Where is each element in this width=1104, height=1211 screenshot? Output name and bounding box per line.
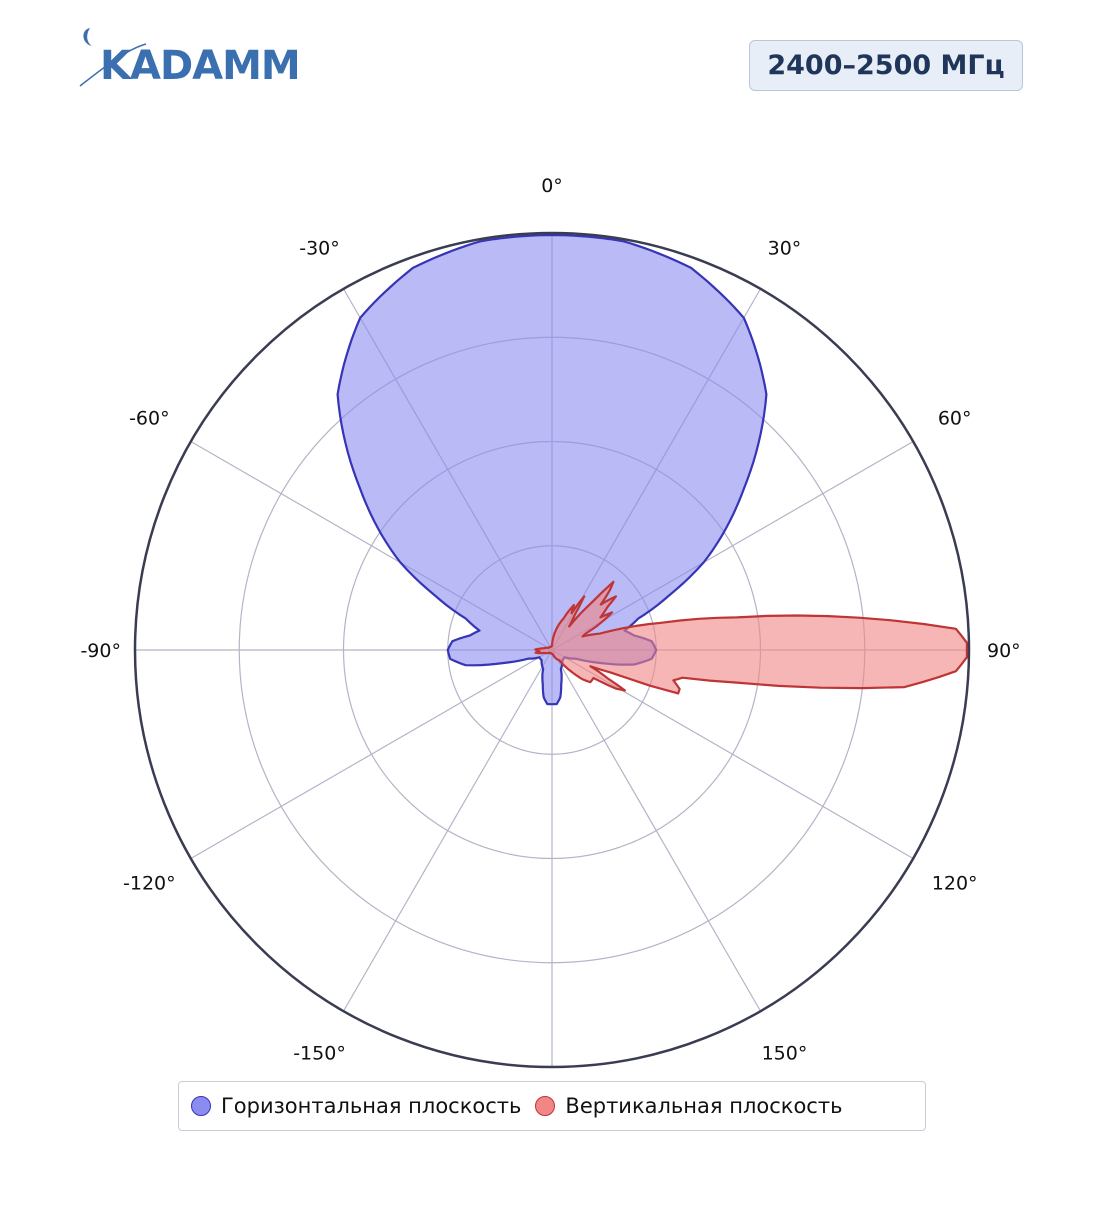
angle-tick-label: -60° [129, 408, 170, 430]
spoke-line [551, 649, 762, 1012]
angle-tick-label: 90° [987, 640, 1021, 662]
angle-tick-label: 0° [541, 175, 563, 197]
angle-tick-label: -150° [293, 1043, 346, 1065]
legend-marker-horizontal [191, 1096, 211, 1116]
angle-tick-label: -120° [123, 872, 176, 894]
angle-tick-label: -90° [80, 640, 121, 662]
legend-item-vertical[interactable]: Вертикальная плоскость [535, 1094, 842, 1118]
spoke-line [342, 649, 553, 1012]
series-layer [336, 234, 968, 706]
series-horizontal-area [336, 234, 768, 706]
angle-tick-label: 120° [932, 872, 978, 894]
legend-marker-vertical [535, 1096, 556, 1116]
angle-tick-label: -30° [299, 237, 340, 259]
angle-tick-label: 30° [768, 237, 802, 259]
legend-label-horizontal: Горизонтальная плоскость [221, 1094, 522, 1118]
logo-mark-icon [79, 28, 147, 87]
legend-item-horizontal[interactable]: Горизонтальная плоскость [191, 1094, 521, 1118]
angle-tick-label: 150° [762, 1043, 808, 1065]
spoke-line [190, 649, 553, 860]
angle-tick-label: 60° [938, 408, 972, 430]
series-vertical-area [534, 580, 968, 695]
frequency-badge: 2400–2500 МГц [749, 40, 1023, 91]
legend-label-vertical: Вертикальная плоскость [565, 1094, 843, 1118]
angle-tick-labels: 0° 30° 60° 90° 120° 150° -150° -120° -90° -60° -30… [80, 175, 1020, 1065]
brand-logo: KADAMM [78, 24, 301, 94]
legend: Горизонтальная плоскость Вертикальная пл… [178, 1081, 926, 1131]
outer-ring [133, 231, 971, 1069]
logo-text: KADAMM [100, 43, 301, 89]
